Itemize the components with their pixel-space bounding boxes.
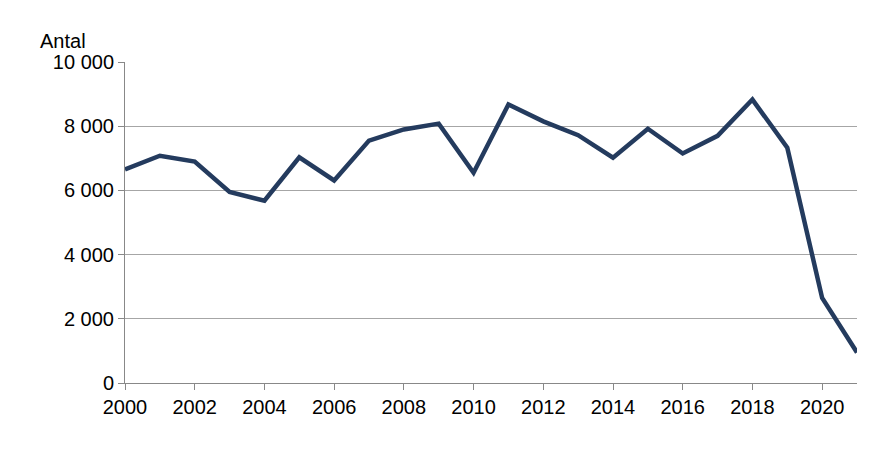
svg-text:2006: 2006 — [312, 396, 357, 418]
svg-text:2014: 2014 — [591, 396, 636, 418]
svg-text:6 000: 6 000 — [64, 179, 114, 201]
svg-text:2012: 2012 — [521, 396, 566, 418]
svg-text:2018: 2018 — [730, 396, 775, 418]
svg-text:2002: 2002 — [172, 396, 217, 418]
svg-text:2004: 2004 — [242, 396, 287, 418]
svg-text:10 000: 10 000 — [53, 51, 114, 73]
svg-text:Antal: Antal — [40, 30, 86, 52]
svg-text:2 000: 2 000 — [64, 308, 114, 330]
svg-text:4 000: 4 000 — [64, 244, 114, 266]
svg-text:2000: 2000 — [103, 396, 148, 418]
svg-text:2008: 2008 — [382, 396, 427, 418]
svg-text:2016: 2016 — [660, 396, 705, 418]
svg-text:0: 0 — [103, 372, 114, 394]
svg-text:2020: 2020 — [800, 396, 845, 418]
svg-text:8 000: 8 000 — [64, 115, 114, 137]
svg-text:2010: 2010 — [451, 396, 496, 418]
